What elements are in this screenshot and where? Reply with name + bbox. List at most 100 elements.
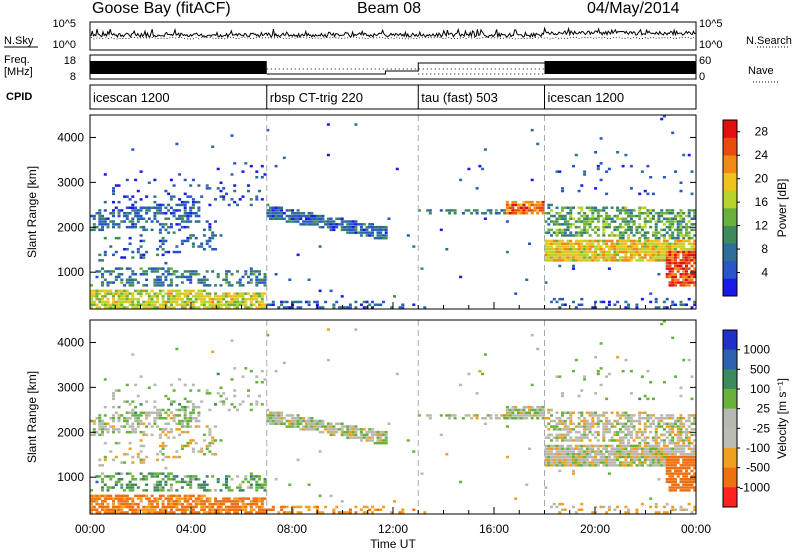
velocity-cell: [605, 450, 609, 453]
power-cell: [258, 303, 261, 306]
power-cell: [624, 306, 628, 309]
velocity-cell: [164, 505, 168, 509]
power-cell: [288, 209, 292, 212]
velocity-cell: [131, 455, 135, 459]
power-cell: [321, 214, 325, 218]
velocity-cell: [596, 444, 600, 448]
power-cell: [690, 223, 694, 226]
power-cell: [599, 162, 603, 165]
velocity-cell: [621, 369, 625, 373]
power-cell: [640, 234, 644, 237]
velocity-cell: [225, 486, 228, 489]
velocity-cell: [271, 505, 275, 509]
velocity-cell: [225, 508, 228, 511]
power-cell: [202, 278, 206, 281]
velocity-cell: [307, 419, 311, 423]
power-cell: [665, 248, 669, 251]
power-cell: [222, 297, 226, 301]
power-cell: [668, 256, 672, 259]
power-cell: [169, 212, 173, 215]
power-cell: [627, 223, 631, 226]
power-cell: [236, 306, 239, 309]
power-cell: [131, 203, 135, 207]
velocity-cell: [219, 394, 223, 398]
velocity-cell: [153, 419, 157, 423]
velocity-cell: [511, 405, 515, 409]
power-cell: [241, 295, 245, 298]
velocity-cell: [335, 430, 339, 434]
power-cell: [365, 231, 369, 234]
power-cell: [131, 295, 135, 298]
power-cell: [318, 245, 322, 248]
velocity-cell: [679, 422, 683, 425]
power-cell: [599, 209, 603, 212]
velocity-cell: [635, 444, 639, 448]
power-cell: [679, 303, 683, 306]
power-cell: [373, 225, 377, 229]
velocity-cell: [687, 414, 691, 417]
velocity-cell: [365, 505, 369, 509]
power-cell: [247, 275, 250, 279]
power-cell: [643, 217, 647, 220]
power-cell: [194, 220, 198, 223]
velocity-cell: [676, 428, 680, 431]
velocity-cell: [368, 430, 372, 434]
power-cell: [180, 303, 184, 306]
velocity-cell: [131, 428, 135, 431]
velocity-cell: [618, 417, 622, 420]
power-cell: [167, 300, 171, 304]
power-cell: [671, 223, 675, 226]
power-cell: [583, 253, 587, 257]
velocity-cell: [693, 439, 697, 442]
velocity-cell: [574, 455, 578, 459]
velocity-cell: [517, 414, 520, 417]
velocity-cell: [662, 453, 666, 456]
velocity-cell: [90, 419, 93, 423]
velocity-cell: [544, 417, 548, 420]
power-cell: [98, 223, 102, 226]
velocity-cell: [156, 458, 160, 462]
velocity-cell: [657, 464, 661, 467]
velocity-cell: [291, 425, 295, 428]
power-cell: [646, 220, 650, 223]
nsky-tick-high: 10^5: [52, 18, 76, 30]
power-cell: [125, 212, 129, 215]
power-cell: [216, 297, 220, 301]
velocity-cell: [445, 453, 449, 456]
power-cell: [643, 223, 647, 226]
power-cell: [252, 292, 256, 295]
power-cell: [230, 303, 234, 306]
velocity-cell: [690, 511, 694, 514]
velocity-cell: [348, 430, 352, 434]
velocity-cell: [671, 461, 675, 464]
power-cell: [169, 297, 173, 301]
power-cell: [654, 234, 658, 237]
power-cell: [508, 212, 512, 215]
velocity-cell: [208, 508, 212, 511]
power-cell: [227, 203, 231, 207]
velocity-cell: [197, 494, 201, 498]
velocity-cell: [156, 497, 160, 500]
power-cell: [624, 206, 628, 209]
velocity-cell: [120, 500, 124, 503]
velocity-cell: [640, 430, 644, 434]
power-cell: [662, 306, 666, 309]
power-cell: [662, 236, 666, 240]
velocity-cell: [671, 478, 675, 481]
power-cell: [583, 259, 587, 262]
power-colorbar-label: 28: [755, 125, 769, 139]
power-cell: [156, 209, 160, 212]
freq-tick-low: 8: [70, 71, 76, 83]
velocity-cell: [291, 414, 295, 417]
cpid-frame: [89, 84, 697, 110]
power-cell: [112, 209, 115, 212]
velocity-cell: [665, 453, 669, 456]
power-cell: [145, 228, 149, 232]
velocity-cell: [260, 497, 264, 500]
velocity-cell: [685, 508, 688, 511]
velocity-cell: [112, 397, 115, 401]
velocity-cell: [583, 428, 587, 431]
power-cell: [605, 212, 609, 215]
power-cell: [90, 306, 93, 309]
velocity-cell: [183, 475, 187, 478]
